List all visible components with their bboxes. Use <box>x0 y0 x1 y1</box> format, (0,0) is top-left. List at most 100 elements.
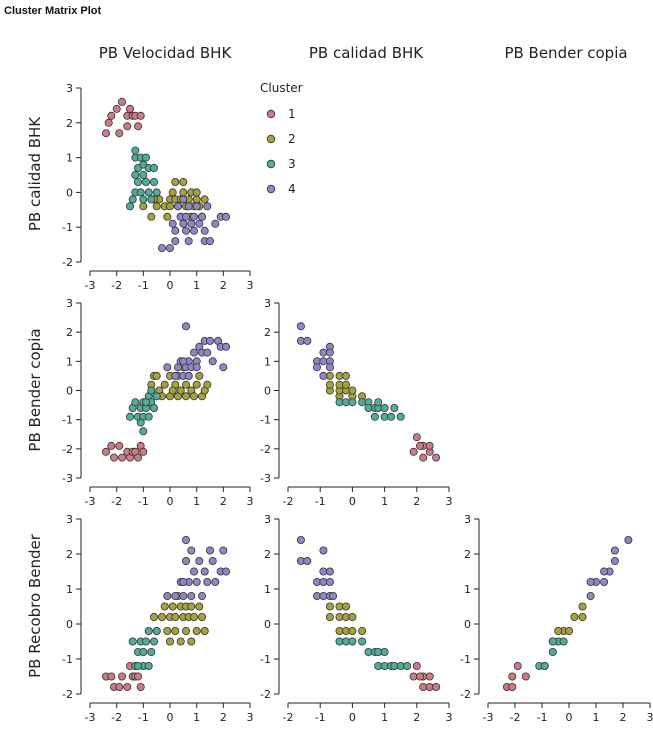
x-tick-label: -1 <box>138 495 149 508</box>
data-point-cluster-3 <box>141 153 150 162</box>
data-point-cluster-1 <box>102 447 111 456</box>
data-point-cluster-4 <box>325 348 334 357</box>
data-point-cluster-1 <box>133 122 142 131</box>
data-point-cluster-1 <box>107 111 116 120</box>
x-tick-label: 1 <box>381 495 388 508</box>
data-point-cluster-1 <box>139 447 148 456</box>
data-point-cluster-4 <box>192 202 201 211</box>
column-title: PB calidad BHK <box>309 44 424 62</box>
data-point-cluster-4 <box>189 226 198 235</box>
x-tick-label: 0 <box>566 711 573 724</box>
x-tick-label: -1 <box>315 711 326 724</box>
data-point-cluster-4 <box>195 219 204 228</box>
y-tick-label: -2 <box>62 256 73 269</box>
data-point-cluster-3 <box>147 386 156 395</box>
data-point-cluster-2 <box>348 613 357 622</box>
data-point-cluster-2 <box>160 602 169 611</box>
data-point-cluster-1 <box>123 122 132 131</box>
data-point-cluster-2 <box>325 613 334 622</box>
x-tick-label: -1 <box>315 495 326 508</box>
x-tick-label: -3 <box>85 495 96 508</box>
legend-label: 1 <box>288 107 296 121</box>
data-point-cluster-1 <box>115 683 124 692</box>
data-point-cluster-3 <box>149 177 158 186</box>
x-tick-label: -2 <box>510 711 521 724</box>
data-point-cluster-4 <box>319 371 328 380</box>
data-point-cluster-1 <box>425 441 434 450</box>
legend-label: 2 <box>288 132 296 146</box>
y-tick-label: 3 <box>66 297 73 310</box>
data-point-cluster-2 <box>179 177 188 186</box>
data-point-cluster-4 <box>221 567 230 576</box>
data-point-cluster-3 <box>144 627 153 636</box>
data-point-cluster-4 <box>329 592 338 601</box>
data-point-cluster-3 <box>386 412 395 421</box>
data-point-cluster-3 <box>396 412 405 421</box>
data-point-cluster-4 <box>179 578 188 587</box>
y-tick-label: 1 <box>66 355 73 368</box>
legend-label: 4 <box>288 182 296 196</box>
data-point-cluster-4 <box>157 244 166 253</box>
x-tick-label: 1 <box>193 711 200 724</box>
data-point-cluster-2 <box>197 613 206 622</box>
data-point-cluster-3 <box>147 648 156 657</box>
y-tick-label: -1 <box>62 653 73 666</box>
data-point-cluster-4 <box>181 226 190 235</box>
data-point-cluster-3 <box>390 403 399 412</box>
x-tick-label: 2 <box>413 495 420 508</box>
data-point-cluster-2 <box>181 392 190 401</box>
data-point-cluster-3 <box>141 398 150 407</box>
x-tick-label: -1 <box>138 711 149 724</box>
chart-heading: Cluster Matrix Plot <box>4 5 102 17</box>
y-tick-label: 0 <box>264 618 271 631</box>
data-point-cluster-4 <box>181 212 190 221</box>
y-tick-label: 2 <box>464 548 471 561</box>
data-point-cluster-4 <box>221 212 230 221</box>
data-point-cluster-1 <box>112 104 121 113</box>
data-point-cluster-3 <box>144 662 153 671</box>
data-point-cluster-3 <box>380 403 389 412</box>
data-point-cluster-3 <box>374 648 383 657</box>
data-point-cluster-4 <box>610 546 619 555</box>
data-point-cluster-4 <box>205 237 214 246</box>
data-point-cluster-4 <box>181 557 190 566</box>
data-point-cluster-2 <box>179 188 188 197</box>
data-point-cluster-4 <box>600 567 609 576</box>
data-point-cluster-4 <box>219 546 228 555</box>
x-tick-label: -3 <box>85 711 96 724</box>
data-point-cluster-4 <box>610 557 619 566</box>
data-point-cluster-1 <box>102 129 111 138</box>
data-point-cluster-4 <box>189 348 198 357</box>
data-point-cluster-1 <box>513 662 522 671</box>
data-point-cluster-3 <box>139 170 148 179</box>
column-title: PB Bender copia <box>504 44 627 62</box>
x-tick-label: 2 <box>220 279 227 292</box>
y-tick-label: 1 <box>264 355 271 368</box>
data-point-cluster-2 <box>168 386 177 395</box>
data-point-cluster-4 <box>187 219 196 228</box>
x-tick-label: 3 <box>247 495 254 508</box>
data-point-cluster-2 <box>187 637 196 646</box>
data-point-cluster-3 <box>152 392 161 401</box>
data-point-cluster-4 <box>325 578 334 587</box>
x-tick-label: 0 <box>167 711 174 724</box>
data-point-cluster-1 <box>133 672 142 681</box>
data-point-cluster-3 <box>131 146 140 155</box>
legend-marker-cluster-1 <box>266 109 276 119</box>
data-point-cluster-4 <box>187 592 196 601</box>
row-title: PB calidad BHK <box>26 116 44 231</box>
data-point-cluster-1 <box>432 683 441 692</box>
row-title: PB Bender copia <box>26 328 44 451</box>
y-tick-label: -3 <box>260 472 271 485</box>
y-tick-label: -3 <box>62 472 73 485</box>
data-point-cluster-4 <box>219 363 228 372</box>
scatter-panel: -3 -2 -1 0 1 2 3 -3 -2 -1 0 1 2 3 <box>62 297 253 508</box>
data-point-cluster-1 <box>123 683 132 692</box>
data-point-cluster-4 <box>205 546 214 555</box>
data-point-cluster-4 <box>600 578 609 587</box>
data-point-cluster-3 <box>358 637 367 646</box>
data-point-cluster-1 <box>104 118 113 127</box>
data-point-cluster-4 <box>189 567 198 576</box>
data-point-cluster-2 <box>168 602 177 611</box>
data-point-cluster-3 <box>144 412 153 421</box>
